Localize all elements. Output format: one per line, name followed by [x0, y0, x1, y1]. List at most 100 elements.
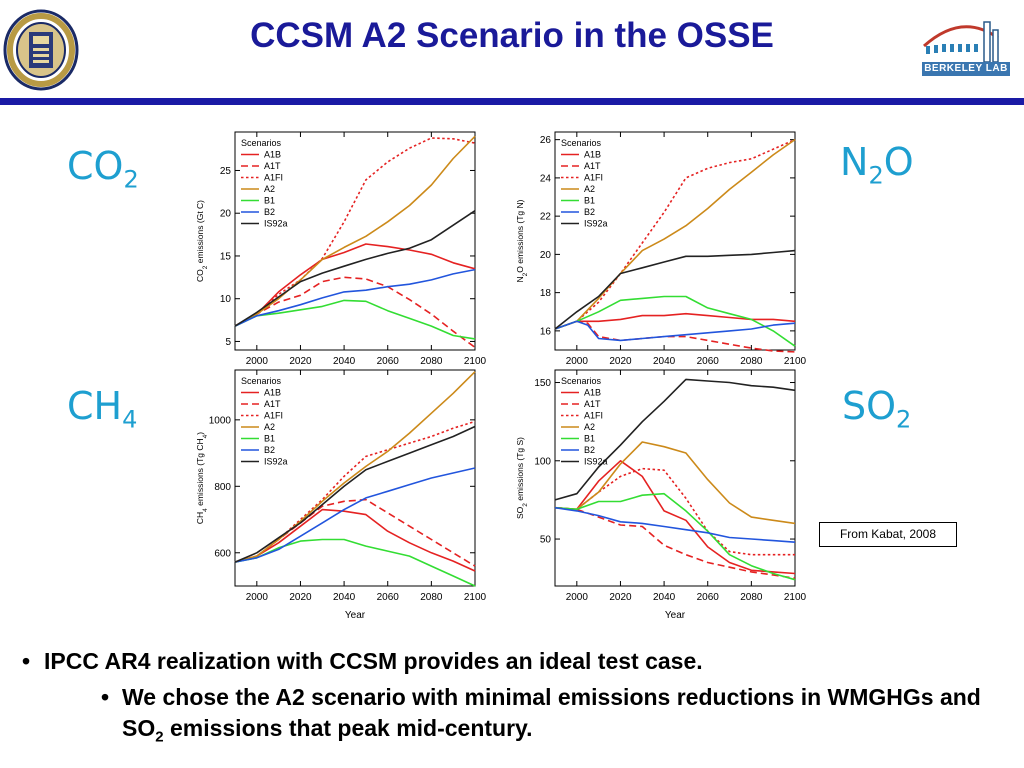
legend-label-b2: B2	[584, 445, 595, 455]
legend-label-a1fi: A1FI	[264, 411, 283, 421]
legend-label-is92a: IS92a	[584, 457, 608, 467]
x-tick-label: 2020	[609, 356, 632, 367]
sub-bullet-marker: •	[101, 684, 110, 710]
x-tick-label: 2060	[697, 592, 720, 603]
series-line-a1b	[554, 312, 796, 330]
series-line-a1fi	[554, 138, 796, 330]
co2-label: CO2	[67, 144, 139, 194]
series-line-is92a	[554, 378, 796, 501]
slide-title: CCSM A2 Scenario in the OSSE	[250, 16, 774, 55]
legend-label-b1: B1	[264, 434, 275, 444]
legend-label-b1: B1	[584, 196, 595, 206]
y-tick-label: 22	[540, 212, 552, 223]
legend-label-a1fi: A1FI	[264, 173, 283, 183]
bullet-main: • IPCC AR4 realization with CCSM provide…	[22, 648, 703, 675]
legend-label-b2: B2	[584, 207, 595, 217]
series-line-is92a	[234, 210, 476, 327]
legend-label-is92a: IS92a	[264, 457, 288, 467]
x-tick-label: 2100	[784, 356, 807, 367]
x-tick-label: 2020	[609, 592, 632, 603]
bullet-sub-text-end: emissions that peak mid-century.	[163, 715, 533, 741]
y-tick-label: 100	[534, 456, 551, 467]
y-tick-label: 5	[225, 337, 231, 348]
y-tick-label: 800	[214, 482, 231, 493]
x-tick-label: 2020	[289, 592, 312, 603]
legend-label-b2: B2	[264, 445, 275, 455]
university-seal-logo	[2, 8, 80, 92]
y-tick-label: 26	[540, 135, 552, 146]
y-tick-label: 16	[540, 326, 552, 337]
lab-logo-text: BERKELEY LAB	[924, 63, 1008, 74]
series-line-b2	[234, 268, 476, 327]
legend-label-is92a: IS92a	[584, 219, 608, 229]
series-line-a2	[554, 138, 796, 330]
x-tick-label: 2060	[377, 356, 400, 367]
legend-label-a1b: A1B	[584, 388, 601, 398]
x-tick-label: 2040	[653, 592, 676, 603]
plot-area	[554, 369, 796, 587]
x-axis-label: Year	[345, 610, 366, 621]
legend-label-a1b: A1B	[264, 150, 281, 160]
legend-title: Scenarios	[241, 138, 282, 148]
legend-label-b1: B1	[264, 196, 275, 206]
x-tick-label: 2040	[653, 356, 676, 367]
source-note: From Kabat, 2008	[819, 522, 957, 547]
x-tick-label: 2040	[333, 592, 356, 603]
series-line-a1b	[234, 243, 476, 327]
y-tick-label: 1000	[209, 415, 232, 426]
legend-label-a1fi: A1FI	[584, 173, 603, 183]
co2-emissions-chart: 2000 2020 2040 2060 2080 2100 5 10 15 20 25 CO2 emi…	[195, 131, 487, 367]
legend-label-a2: A2	[264, 422, 275, 432]
x-tick-label: 2040	[333, 356, 356, 367]
y-tick-label: 20	[220, 209, 232, 220]
bullet-marker: •	[22, 648, 31, 674]
so2-emissions-chart: 2000 2020 2040 2060 2080 2100 50 100 150 SO2 emis…	[515, 369, 807, 621]
series-line-a2	[234, 371, 476, 563]
y-axis-label: SO2 emissions (Tg S)	[515, 437, 529, 519]
x-tick-label: 2080	[420, 356, 443, 367]
series-line-a1fi	[234, 137, 476, 327]
x-tick-label: 2080	[420, 592, 443, 603]
series-line-b1	[554, 492, 796, 581]
y-tick-label: 50	[540, 535, 552, 546]
legend-label-a1t: A1T	[584, 161, 601, 171]
series-line-a2	[554, 441, 796, 525]
legend-label-a1fi: A1FI	[584, 411, 603, 421]
n2o-label: N2O	[840, 140, 914, 190]
series-line-a2	[234, 135, 476, 327]
series-line-a1b	[234, 508, 476, 572]
y-tick-label: 15	[220, 251, 232, 262]
bullet-sub: • We chose the A2 scenario with minimal …	[101, 682, 1002, 753]
series-line-a1t	[554, 320, 796, 353]
series-line-a1t	[234, 276, 476, 349]
legend-title: Scenarios	[561, 138, 602, 148]
berkeley-lab-logo: BERKELEY LAB	[918, 10, 1014, 80]
series-line-a1b	[554, 460, 796, 575]
y-tick-label: 150	[534, 378, 551, 389]
series-line-a1fi	[554, 467, 795, 556]
legend-label-b2: B2	[264, 207, 275, 217]
series-line-b1	[234, 538, 476, 587]
legend-label-b1: B1	[584, 434, 595, 444]
y-tick-label: 600	[214, 548, 231, 559]
y-tick-label: 10	[220, 294, 232, 305]
x-tick-label: 2100	[784, 592, 807, 603]
ch4-label: CH4	[67, 384, 138, 434]
series-line-b1	[234, 299, 476, 340]
legend-label-a1b: A1B	[264, 388, 281, 398]
header-rule	[0, 98, 1024, 105]
so2-label: SO2	[842, 384, 912, 434]
x-tick-label: 2000	[246, 592, 269, 603]
y-tick-label: 18	[540, 288, 552, 299]
series-line-a1t	[554, 506, 796, 579]
legend-title: Scenarios	[241, 376, 282, 386]
y-axis-label: N2O emissions (Tg N)	[515, 199, 529, 282]
x-tick-label: 2060	[697, 356, 720, 367]
y-axis-label: CO2 emissions (Gt C)	[195, 200, 209, 282]
y-tick-label: 24	[540, 173, 552, 184]
legend-title: Scenarios	[561, 376, 602, 386]
x-tick-label: 2020	[289, 356, 312, 367]
x-tick-label: 2100	[464, 356, 487, 367]
legend-label-is92a: IS92a	[264, 219, 288, 229]
